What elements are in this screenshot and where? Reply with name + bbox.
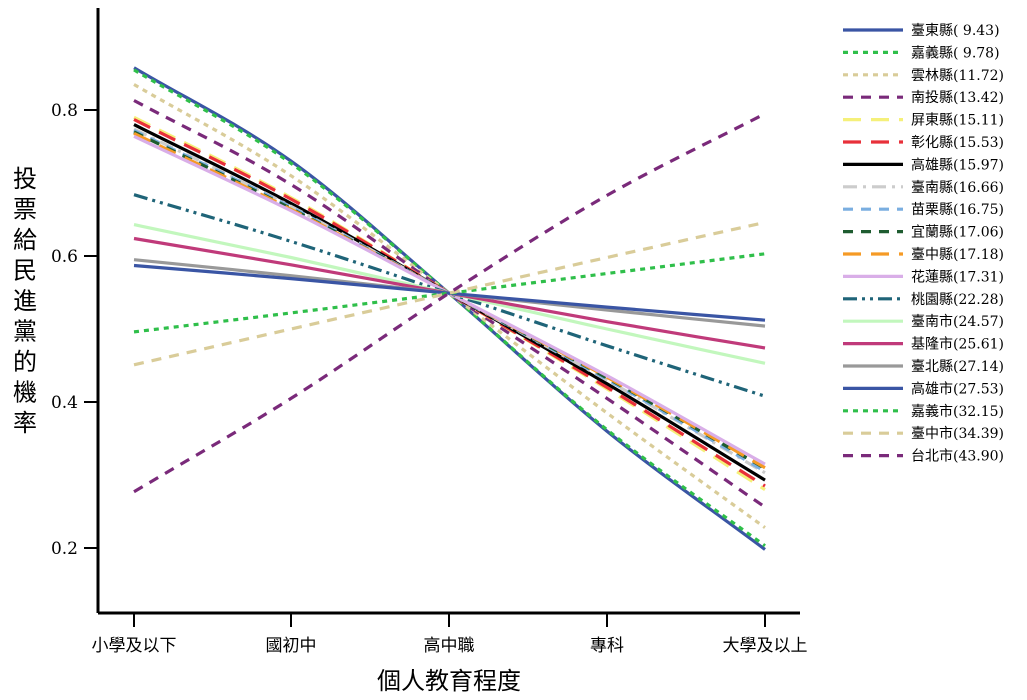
legend-label: 台北市(43.90) bbox=[911, 448, 1004, 465]
series-line-13 bbox=[133, 193, 766, 398]
x-tick-label: 專科 bbox=[590, 636, 624, 656]
y-ticks: 0.2 0.4 0.6 0.8 bbox=[51, 101, 98, 559]
legend-label: 苗栗縣(16.75) bbox=[911, 202, 1004, 218]
x-tick-label: 大學及以上 bbox=[723, 636, 808, 656]
y-tick-label: 0.4 bbox=[51, 393, 78, 413]
legend-label: 臺中縣(17.18) bbox=[911, 247, 1004, 263]
x-tick-label: 小學及以下 bbox=[92, 636, 177, 656]
series-line-17 bbox=[133, 263, 766, 322]
legend-label: 屏東縣(15.11) bbox=[911, 113, 1004, 129]
series-line-20 bbox=[133, 112, 766, 494]
legend-label: 嘉義縣( 9.78) bbox=[911, 44, 1000, 61]
legend-label: 桃園縣(22.28) bbox=[911, 292, 1004, 308]
axes bbox=[96, 8, 800, 615]
series-line-19 bbox=[133, 220, 766, 367]
legend-label: 南投縣(13.42) bbox=[911, 90, 1004, 106]
x-axis-title: 個人教育程度 bbox=[377, 667, 521, 695]
series-line-12 bbox=[133, 134, 766, 466]
y-tick-label: 0.2 bbox=[51, 539, 78, 559]
legend: 臺東縣( 9.43) 嘉義縣( 9.78) 雲林縣(11.72) 南投縣(13.42)… bbox=[843, 23, 1004, 465]
legend-label: 花蓮縣(17.31) bbox=[911, 269, 1004, 285]
x-tick-label: 國初中 bbox=[266, 636, 317, 656]
legend-label: 臺東縣( 9.43) bbox=[911, 23, 1000, 39]
legend-label: 基隆市(25.61) bbox=[911, 336, 1004, 353]
legend-label: 雲林縣(11.72) bbox=[911, 68, 1004, 84]
legend-label: 臺南縣(16.66) bbox=[911, 180, 1004, 196]
y-tick-label: 0.6 bbox=[51, 247, 78, 267]
legend-label: 彰化縣(15.53) bbox=[911, 134, 1004, 151]
series-line-3 bbox=[133, 83, 766, 529]
legend-label: 臺南市(24.57) bbox=[911, 313, 1004, 330]
legend-label: 臺中市(34.39) bbox=[911, 425, 1004, 442]
legend-label: 嘉義市(32.15) bbox=[911, 403, 1004, 420]
legend-label: 宜蘭縣(17.06) bbox=[911, 225, 1004, 241]
legend-label: 高雄市(27.53) bbox=[911, 380, 1004, 397]
x-tick-label: 高中職 bbox=[424, 636, 475, 656]
series-line-6 bbox=[133, 118, 766, 488]
legend-label: 高雄縣(15.97) bbox=[911, 156, 1004, 173]
legend-label: 臺北縣(27.14) bbox=[911, 359, 1004, 375]
y-axis-title: 投票給民進黨的機率 bbox=[13, 165, 37, 437]
series-line-2 bbox=[133, 68, 766, 548]
series-lines bbox=[133, 66, 766, 551]
y-tick-label: 0.8 bbox=[51, 101, 78, 121]
series-line-1 bbox=[133, 66, 766, 551]
x-ticks: 小學及以下 國初中 高中職 專科 大學及以上 bbox=[92, 613, 808, 656]
